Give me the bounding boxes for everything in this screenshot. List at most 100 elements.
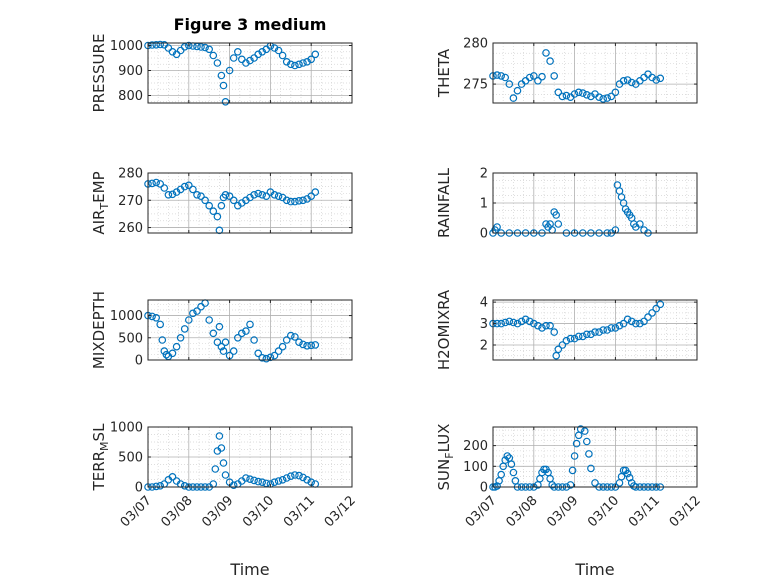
data-point [205,201,214,210]
data-point [509,468,518,477]
data-point [501,456,510,464]
data-point [656,74,665,83]
data-point [656,300,665,309]
y-axis-label-main: SUN [435,459,453,491]
y-tick-label: 3 [480,317,488,332]
y-tick-label: 800 [118,89,143,104]
data-point [286,331,295,340]
data-point [580,427,589,435]
data-point [217,71,226,80]
data-point [576,425,585,433]
data-point [574,88,583,97]
x-tick-label: 03/09 [544,493,581,530]
data-point [509,94,518,102]
data-point [246,320,254,329]
y-axis-label: AIRTEMP [90,171,111,234]
data-point [603,326,612,334]
data-point [558,92,567,101]
data-point [254,189,263,198]
data-point [299,59,307,67]
x-tick-label: 03/11 [281,493,318,530]
data-point [538,72,546,81]
data-point [274,46,283,55]
data-point [652,304,661,313]
subplot-7: 0 500 1000 03/07 03/08 03/09 03/10 03/11 03/12 TE… [90,421,359,531]
data-point [229,347,238,355]
data-point [205,316,214,324]
data-point [274,192,283,201]
y-tick-label: 0 [480,227,488,242]
y-axis-label-main: RAINFALL [435,167,453,238]
y-tick-label: 1 [480,197,488,212]
x-axis-label-right: Time [574,560,614,579]
data-point [189,309,197,318]
axes-box [492,42,698,104]
axes-box [147,172,353,234]
data-point [525,317,534,326]
data-point [197,43,205,51]
data-point [311,50,320,59]
data-point [189,185,197,194]
data-point [258,47,267,56]
data-point [619,77,628,85]
y-tick-label: 500 [118,331,143,346]
data-point [570,452,579,460]
data-point [623,76,632,84]
axes-box [147,42,353,104]
data-point [582,91,591,99]
data-point [193,191,201,199]
data-point [562,91,571,100]
data-point [246,56,254,65]
data-point [517,317,526,326]
y-tick-label: 0 [135,481,143,496]
data-point [501,318,510,327]
data-point [570,90,579,98]
data-point [160,184,169,192]
data-point [591,479,599,487]
data-point [219,459,228,467]
data-point [501,73,510,82]
subplot-2: 275 280 THETA [435,37,698,104]
subplot-4: 0 1 2 RAINFALL [435,167,698,242]
y-axis-label-subscript: M [98,441,111,451]
data-point [172,342,181,351]
y-axis-label-main: TERR [90,451,108,492]
y-axis-label: TERRMSL [90,423,111,492]
data-point [168,47,177,56]
data-point [246,475,254,484]
data-point [303,341,311,350]
data-point [270,478,279,487]
data-point [242,59,250,67]
y-tick-label: 260 [118,221,143,236]
data-point [201,43,209,52]
x-tick-label: 03/08 [504,493,541,530]
data-point [505,317,514,326]
data-point [278,475,287,484]
data-point [566,481,575,489]
y-axis-label-subscript: T [98,203,111,211]
data-point [254,50,263,59]
data-point [254,349,263,358]
data-point [176,46,185,55]
data-point [286,472,295,481]
data-point [278,51,287,60]
data-point [627,78,636,87]
data-point [615,321,624,330]
data-point [225,66,234,75]
data-point [295,471,303,480]
data-point [311,188,320,196]
data-point [291,333,299,341]
data-point [238,329,246,338]
data-point [505,80,514,88]
axes-box [147,299,353,361]
data-point [299,473,307,482]
data-point [558,341,567,349]
data-point [152,313,161,322]
y-axis-label: MIXDEPTH [90,291,108,369]
data-point [303,57,311,66]
data-point [599,326,608,334]
data-point [278,342,287,351]
x-tick-label: 03/11 [626,493,663,530]
data-point [229,196,238,205]
